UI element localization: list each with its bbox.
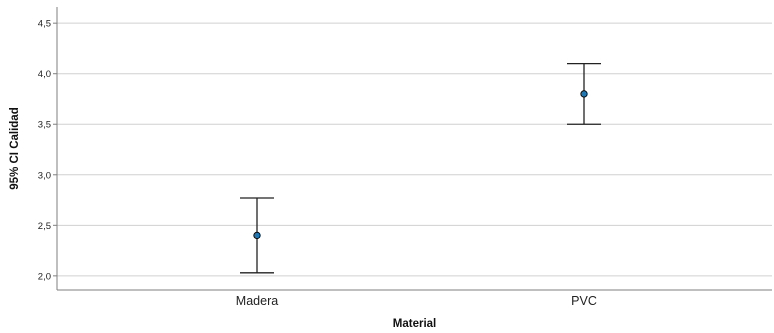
y-tick-label: 2,0 [38, 271, 51, 282]
y-tick-label: 2,5 [38, 221, 51, 232]
axes [53, 7, 772, 291]
y-tick-label: 4,0 [38, 69, 51, 80]
y-tick-labels: 2,0 2,5 3,0 3,5 4,0 4,5 [38, 19, 51, 283]
y-tick-label: 4,5 [38, 19, 51, 30]
x-tick-labels: Madera PVC [236, 294, 597, 308]
x-tick-label: PVC [571, 294, 597, 308]
x-axis-title: Material [393, 318, 436, 330]
mean-point [580, 90, 588, 98]
error-bar-pvc [567, 62, 601, 125]
x-tick-label: Madera [236, 294, 278, 308]
y-axis-title: 95% CI Calidad [9, 107, 21, 189]
data-marks [240, 62, 601, 274]
mean-point [253, 231, 261, 240]
y-tick-label: 3,0 [38, 170, 51, 181]
error-bar-madera [240, 197, 274, 274]
gridlines [57, 22, 772, 277]
y-tick-label: 3,5 [38, 120, 51, 131]
